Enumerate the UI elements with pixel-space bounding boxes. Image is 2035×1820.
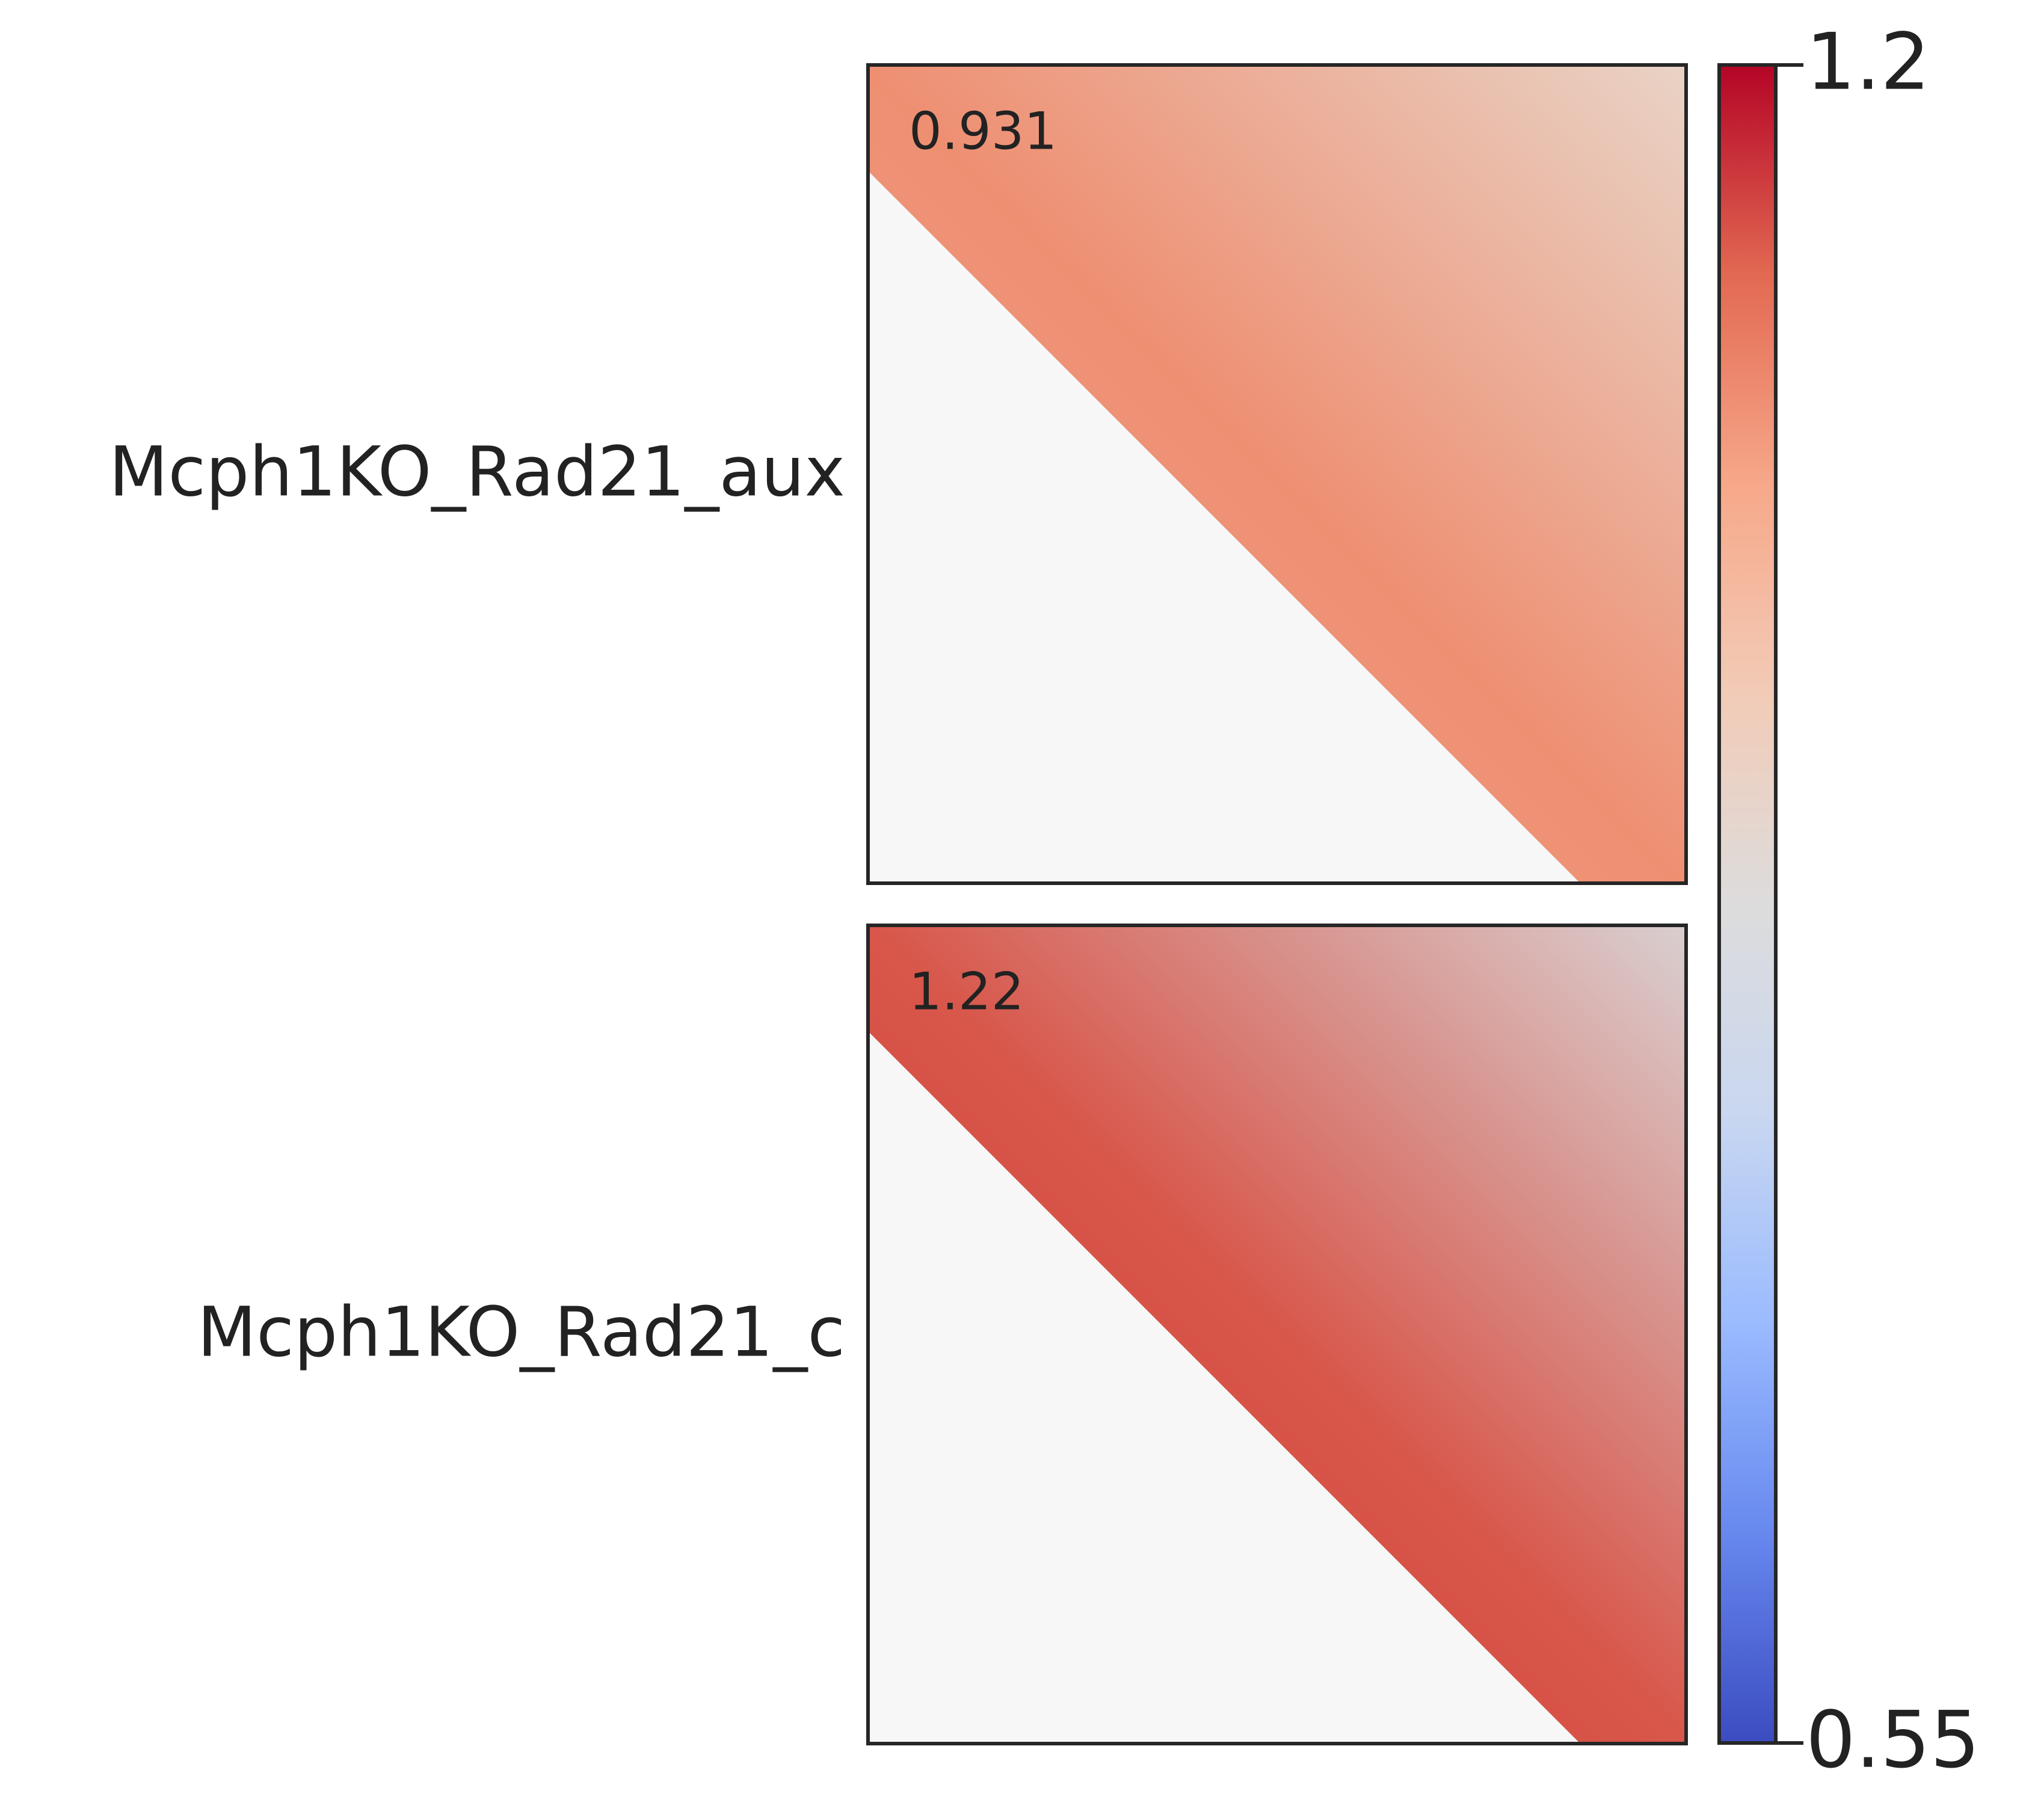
row-label: Mcph1KO_Rad21_c: [197, 1292, 845, 1372]
colorbar: [1717, 63, 1778, 1745]
colorbar-tick-label: 0.55: [1806, 1694, 1980, 1786]
panel-frame: [866, 63, 1688, 885]
colorbar-tick-label: 1.2: [1806, 16, 1930, 108]
heatmap-triangle: [868, 925, 1686, 1744]
heatmap-triangle: [868, 65, 1686, 883]
panel-frame: [866, 924, 1688, 1745]
row-label: Mcph1KO_Rad21_aux: [109, 431, 845, 511]
panel-annotation: 0.931: [909, 101, 1057, 161]
panel-annotation: 1.22: [909, 961, 1024, 1022]
